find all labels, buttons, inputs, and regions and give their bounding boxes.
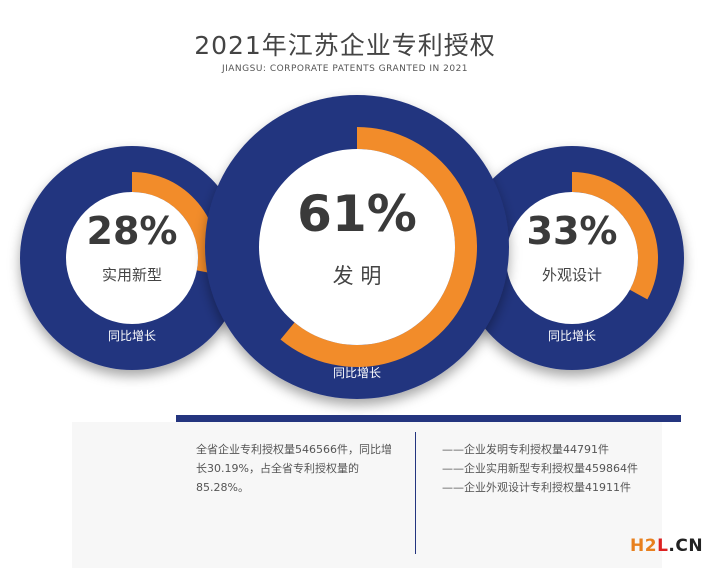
- gauge-caption: 同比增长: [108, 329, 156, 343]
- gauge-category: 发 明: [333, 264, 382, 288]
- divider-bar: [176, 415, 681, 422]
- gauge-arc: [572, 172, 658, 300]
- details-list: ——企业发明专利授权量44791件 ——企业实用新型专利授权量459864件 —…: [442, 440, 638, 497]
- detail-invention: ——企业发明专利授权量44791件: [442, 443, 609, 456]
- gauge-arc: [280, 127, 478, 367]
- chart-title: 2021年江苏企业专利授权: [194, 31, 496, 60]
- gauge-category: 实用新型: [102, 266, 162, 284]
- vertical-divider: [415, 432, 416, 554]
- gauge-center: [259, 149, 455, 345]
- gauge-caption: 同比增长: [548, 329, 596, 343]
- gauge-center: [66, 192, 198, 324]
- site-logo: H2L.CN: [630, 536, 704, 556]
- gauge-center: [506, 192, 638, 324]
- info-panel: [72, 422, 662, 568]
- gauge-percent: 33%: [527, 209, 618, 253]
- gauge-category: 外观设计: [542, 266, 602, 284]
- detail-design: ——企业外观设计专利授权量41911件: [442, 481, 631, 494]
- chart-subtitle: JIANGSU: CORPORATE PATENTS GRANTED IN 20…: [221, 64, 469, 74]
- gauge-percent: 28%: [87, 209, 178, 253]
- gauge-caption: 同比增长: [333, 366, 381, 380]
- detail-utility-model: ——企业实用新型专利授权量459864件: [442, 462, 638, 475]
- gauge-percent: 61%: [297, 185, 417, 243]
- summary-text: 全省企业专利授权量546566件，同比增长30.19%，占全省专利授权量的85.…: [196, 443, 392, 494]
